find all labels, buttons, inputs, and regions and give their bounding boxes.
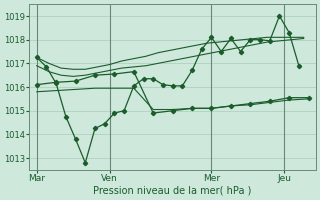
- X-axis label: Pression niveau de la mer( hPa ): Pression niveau de la mer( hPa ): [93, 186, 252, 196]
